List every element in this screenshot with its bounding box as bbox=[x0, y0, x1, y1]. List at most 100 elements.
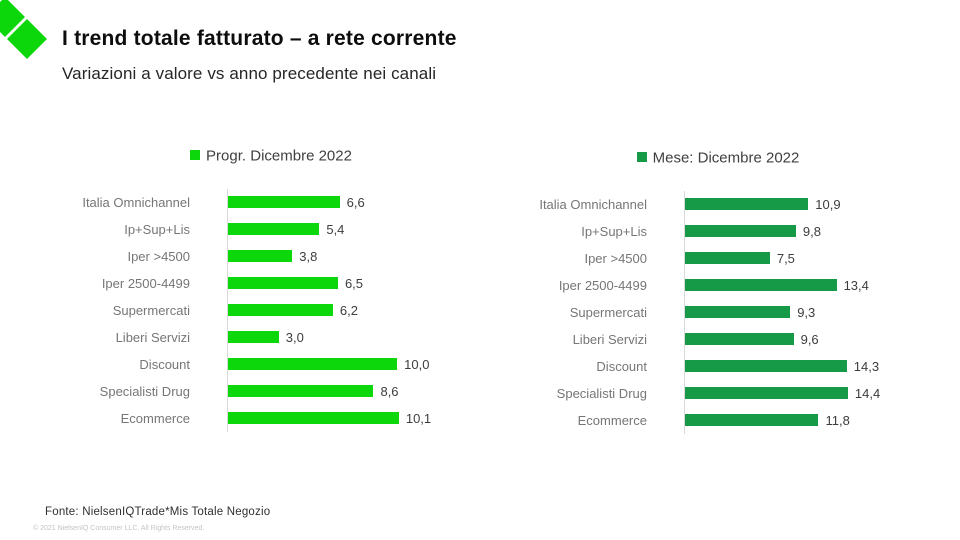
chart-row: Supermercati 6,2 bbox=[61, 296, 481, 324]
value-label: 14,4 bbox=[854, 385, 881, 401]
category-label: Specialisti Drug bbox=[556, 385, 647, 401]
plot-area: 14,3 bbox=[684, 352, 918, 380]
chart-row: Specialisti Drug 8,6 bbox=[61, 377, 481, 405]
plot-area: 14,4 bbox=[684, 379, 918, 407]
value-label: 9,6 bbox=[800, 331, 819, 347]
chart-row: Ip+Sup+Lis 5,4 bbox=[61, 215, 481, 243]
bar-rows: Italia Omnichannel 10,9 Ip+Sup+Lis 9,8 Iper … bbox=[518, 190, 918, 434]
value-label: 3,0 bbox=[285, 329, 304, 345]
category-label: Discount bbox=[596, 358, 647, 374]
bar bbox=[685, 306, 791, 319]
category-label: Supermercati bbox=[112, 302, 190, 318]
chart-row: Ecommerce 10,1 bbox=[61, 404, 481, 432]
value-label: 6,5 bbox=[344, 275, 364, 291]
plot-area: 10,1 bbox=[227, 404, 481, 432]
chart-row: Liberi Servizi 3,0 bbox=[61, 323, 481, 351]
category-label: Liberi Servizi bbox=[115, 329, 190, 345]
legend-mese: Mese: Dicembre 2022 bbox=[518, 149, 918, 167]
chart-row: Discount 14,3 bbox=[518, 352, 918, 380]
legend-swatch-icon bbox=[636, 152, 647, 163]
value-label: 14,3 bbox=[853, 358, 880, 374]
bar bbox=[228, 250, 293, 263]
bar bbox=[685, 333, 794, 346]
chart-row: Ip+Sup+Lis 9,8 bbox=[518, 217, 918, 245]
category-label: Ecommerce bbox=[120, 410, 190, 426]
bar bbox=[685, 360, 847, 373]
copyright-note: © 2021 NielsenIQ Consumer LLC. All Right… bbox=[33, 525, 205, 532]
chart-row: Specialisti Drug 14,4 bbox=[518, 379, 918, 407]
plot-area: 6,2 bbox=[227, 296, 481, 324]
bar bbox=[228, 385, 374, 398]
plot-area: 9,8 bbox=[684, 217, 918, 245]
page-title: I trend totale fatturato – a rete corren… bbox=[62, 27, 457, 50]
legend-progr: Progr. Dicembre 2022 bbox=[61, 147, 481, 165]
plot-area: 11,8 bbox=[684, 406, 918, 434]
value-label: 10,1 bbox=[405, 410, 432, 426]
chart-row: Iper >4500 3,8 bbox=[61, 242, 481, 270]
plot-area: 13,4 bbox=[684, 271, 918, 299]
page-subtitle: Variazioni a valore vs anno precedente n… bbox=[62, 64, 437, 83]
bar bbox=[228, 223, 320, 236]
chart-row: Supermercati 9,3 bbox=[518, 298, 918, 326]
bar bbox=[228, 304, 333, 317]
bar bbox=[228, 358, 398, 371]
category-label: Discount bbox=[139, 356, 190, 372]
plot-area: 9,6 bbox=[684, 325, 918, 353]
plot-area: 7,5 bbox=[684, 244, 918, 272]
chart-row: Discount 10,0 bbox=[61, 350, 481, 378]
plot-area: 10,9 bbox=[684, 190, 918, 218]
category-label: Liberi Servizi bbox=[572, 331, 647, 347]
bar bbox=[685, 414, 819, 427]
category-label: Supermercati bbox=[569, 304, 647, 320]
bar bbox=[228, 331, 279, 344]
chart-row: Iper 2500-4499 13,4 bbox=[518, 271, 918, 299]
value-label: 10,9 bbox=[815, 196, 841, 212]
chart-row: Liberi Servizi 9,6 bbox=[518, 325, 918, 353]
plot-area: 5,4 bbox=[227, 215, 481, 243]
plot-area: 3,0 bbox=[227, 323, 481, 351]
value-label: 9,3 bbox=[797, 304, 816, 320]
source-note: Fonte: NielsenIQTrade*Mis Totale Negozio bbox=[45, 506, 271, 518]
plot-area: 6,6 bbox=[227, 188, 481, 216]
value-label: 5,4 bbox=[326, 221, 345, 237]
value-label: 11,8 bbox=[825, 412, 850, 428]
plot-area: 6,5 bbox=[227, 269, 481, 297]
chart-row: Iper >4500 7,5 bbox=[518, 244, 918, 272]
bar bbox=[685, 198, 809, 211]
chart-row: Iper 2500-4499 6,5 bbox=[61, 269, 481, 297]
category-label: Specialisti Drug bbox=[99, 383, 190, 399]
category-label: Iper 2500-4499 bbox=[558, 277, 647, 293]
category-label: Italia Omnichannel bbox=[82, 194, 190, 210]
chart-progr-dicembre: Progr. Dicembre 2022 Italia Omnichannel 6… bbox=[61, 147, 481, 432]
nielseniq-logo-icon bbox=[0, 0, 50, 60]
chart-mese-dicembre: Mese: Dicembre 2022 Italia Omnichannel 10… bbox=[518, 149, 918, 434]
plot-area: 3,8 bbox=[227, 242, 481, 270]
chart-row: Ecommerce 11,8 bbox=[518, 406, 918, 434]
plot-area: 8,6 bbox=[227, 377, 481, 405]
value-label: 3,8 bbox=[299, 248, 318, 264]
category-label: Iper >4500 bbox=[127, 248, 190, 264]
legend-swatch-icon bbox=[190, 150, 201, 161]
value-label: 8,6 bbox=[380, 383, 399, 399]
category-label: Ecommerce bbox=[577, 412, 647, 428]
value-label: 10,0 bbox=[404, 356, 430, 372]
bar bbox=[228, 196, 340, 209]
bar bbox=[228, 277, 338, 290]
bar bbox=[228, 412, 399, 425]
value-label: 6,6 bbox=[346, 194, 365, 210]
value-label: 7,5 bbox=[776, 250, 795, 266]
value-label: 6,2 bbox=[339, 302, 358, 318]
category-label: Italia Omnichannel bbox=[539, 196, 647, 212]
bar bbox=[685, 387, 848, 400]
bar bbox=[685, 252, 770, 265]
value-label: 9,8 bbox=[802, 223, 821, 239]
bar-rows: Italia Omnichannel 6,6 Ip+Sup+Lis 5,4 Iper >… bbox=[61, 188, 481, 432]
bar bbox=[685, 225, 796, 238]
category-label: Ip+Sup+Lis bbox=[124, 221, 190, 237]
chart-row: Italia Omnichannel 6,6 bbox=[61, 188, 481, 216]
chart-row: Italia Omnichannel 10,9 bbox=[518, 190, 918, 218]
plot-area: 9,3 bbox=[684, 298, 918, 326]
category-label: Ip+Sup+Lis bbox=[581, 223, 647, 239]
legend-label: Progr. Dicembre 2022 bbox=[206, 147, 352, 165]
